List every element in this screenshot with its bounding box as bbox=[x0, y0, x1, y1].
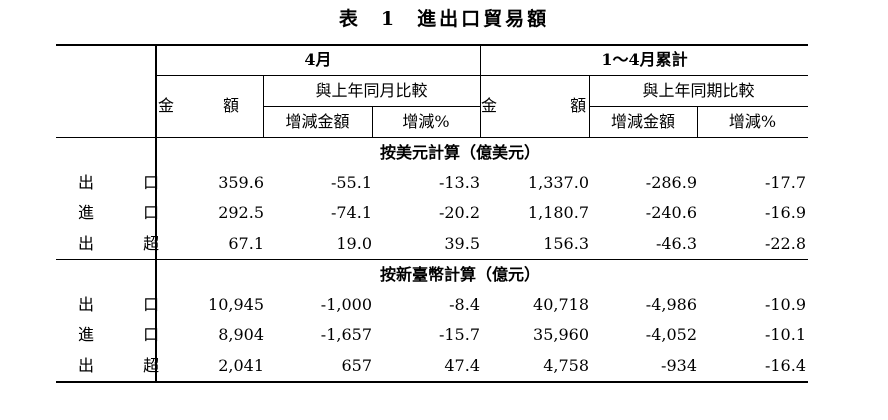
table-cell: -240.6 bbox=[645, 203, 697, 222]
table-cell: 1,180.7 bbox=[527, 203, 589, 222]
table-cell: 39.5 bbox=[444, 234, 480, 253]
cum-pct-rule bbox=[697, 106, 698, 137]
month-pct-rule bbox=[372, 106, 373, 137]
table-cell: -1,000 bbox=[320, 295, 372, 314]
table-cell: 2,041 bbox=[218, 356, 264, 375]
row-label: 出 超 bbox=[78, 356, 182, 375]
table-cell: 292.5 bbox=[218, 203, 264, 222]
table-cell: -8.4 bbox=[449, 295, 480, 314]
table-cell: 35,960 bbox=[533, 325, 589, 344]
table-title-number: 1 bbox=[380, 8, 398, 30]
section-divider-rule bbox=[56, 259, 808, 260]
header-month-amount: 金 額 bbox=[157, 96, 262, 115]
header-cum-change-amount: 增減金額 bbox=[610, 112, 675, 131]
table-cell: -16.4 bbox=[764, 356, 806, 375]
table-cell: 4,758 bbox=[543, 356, 589, 375]
header-rule-1 bbox=[156, 75, 808, 76]
cum-compare-rule bbox=[589, 75, 590, 137]
table-cell: 8,904 bbox=[218, 325, 264, 344]
table-cell: 47.4 bbox=[444, 356, 480, 375]
table-cell: -16.9 bbox=[764, 203, 806, 222]
table-cell: -13.3 bbox=[438, 173, 480, 192]
table-cell: 156.3 bbox=[543, 234, 589, 253]
table-cell: 40,718 bbox=[533, 295, 589, 314]
stub-column-rule bbox=[155, 44, 157, 382]
header-bottom-rule bbox=[56, 137, 808, 138]
table-cell: 657 bbox=[341, 356, 372, 375]
table-cell: -1,657 bbox=[320, 325, 372, 344]
header-cumulative: 1～4月累計 bbox=[601, 50, 688, 69]
table-title: 表 1 進出口貿易額 bbox=[0, 4, 888, 31]
header-month-change-pct: 增減% bbox=[402, 112, 450, 131]
table-cell: -10.9 bbox=[764, 295, 806, 314]
table-cell: 10,945 bbox=[208, 295, 264, 314]
header-rule-3 bbox=[589, 106, 808, 107]
table-cell: -74.1 bbox=[330, 203, 372, 222]
row-label: 出 口 bbox=[78, 173, 182, 192]
section-title-usd: 按美元計算（億美元） bbox=[380, 143, 541, 162]
table-cell: 359.6 bbox=[218, 173, 264, 192]
table-cell: -4,986 bbox=[645, 295, 697, 314]
table-bottom-rule bbox=[56, 381, 808, 383]
table-title-prefix: 表 bbox=[338, 8, 361, 30]
section-title-ntd: 按新臺幣計算（億元） bbox=[380, 265, 541, 284]
table-cell: -934 bbox=[661, 356, 697, 375]
table-cell: -286.9 bbox=[645, 173, 697, 192]
table-top-rule bbox=[56, 44, 808, 46]
row-label: 出 超 bbox=[78, 234, 182, 253]
header-month: 4月 bbox=[304, 50, 332, 69]
header-month-compare: 與上年同月比較 bbox=[315, 81, 428, 100]
table-cell: 67.1 bbox=[228, 234, 264, 253]
header-month-change-amount: 增減金額 bbox=[285, 112, 350, 131]
table-cell: -22.8 bbox=[764, 234, 806, 253]
table-cell: -15.7 bbox=[438, 325, 480, 344]
table-cell: -10.1 bbox=[764, 325, 806, 344]
period-divider-rule bbox=[480, 44, 481, 137]
table-cell: -20.2 bbox=[438, 203, 480, 222]
table-cell: -46.3 bbox=[655, 234, 697, 253]
header-cum-change-pct: 增減% bbox=[728, 112, 777, 131]
header-cum-compare: 與上年同期比較 bbox=[642, 81, 755, 100]
table-cell: -17.7 bbox=[764, 173, 806, 192]
table-cell: -4,052 bbox=[645, 325, 697, 344]
table-cell: 19.0 bbox=[336, 234, 372, 253]
row-label: 進 口 bbox=[78, 325, 182, 344]
table-cell: -55.1 bbox=[330, 173, 372, 192]
header-cum-amount: 金 額 bbox=[481, 96, 621, 115]
table-title-text: 進出口貿易額 bbox=[417, 8, 550, 30]
month-compare-rule bbox=[263, 75, 264, 137]
header-rule-2 bbox=[263, 106, 480, 107]
row-label: 進 口 bbox=[78, 203, 182, 222]
table-cell: 1,337.0 bbox=[527, 173, 589, 192]
row-label: 出 口 bbox=[78, 295, 182, 314]
